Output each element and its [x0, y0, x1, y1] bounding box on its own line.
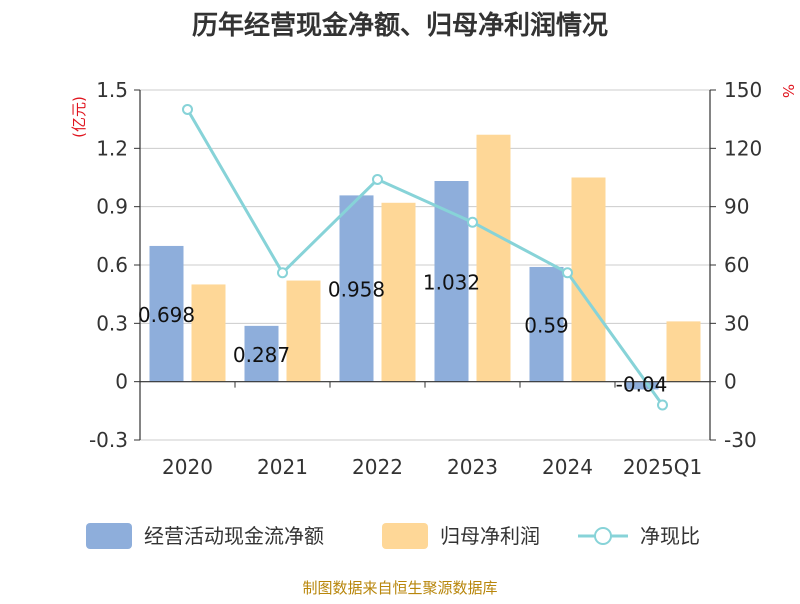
left-tick-label: 1.2 [96, 136, 128, 160]
x-tick-label: 2022 [352, 455, 403, 479]
bars [149, 134, 701, 390]
legend-swatch-profit [382, 523, 428, 549]
cashflow-value-label: 0.698 [138, 303, 195, 327]
left-tick-label: 0.3 [96, 311, 128, 335]
legend: 经营活动现金流净额 归母净利润 净现比 [86, 523, 700, 549]
left-tick-label: 0 [115, 370, 128, 394]
legend-label-ratio: 净现比 [640, 524, 700, 548]
cashflow-bar [529, 266, 564, 382]
right-tick-label: 0 [724, 370, 737, 394]
left-axis-unit: (亿元) [70, 96, 88, 138]
chart-title: 历年经营现金净额、归母净利润情况 [192, 10, 608, 41]
cashflow-bar [624, 381, 659, 390]
cashflow-bar [339, 195, 374, 382]
cashflow-value-label: -0.04 [616, 373, 668, 397]
right-tick-label: 30 [724, 311, 749, 335]
cashflow-value-label: 0.958 [328, 278, 385, 302]
right-tick-label: 150 [724, 78, 762, 102]
cashflow-bar [434, 181, 469, 382]
ratio-point [372, 173, 383, 185]
ratio-line [182, 103, 668, 411]
left-tick-label: 0.6 [96, 253, 128, 277]
cashflow-bar [244, 325, 279, 382]
cashflow-bar [149, 245, 184, 382]
ratio-point [277, 267, 288, 279]
right-tick-label: -30 [724, 428, 757, 452]
x-tick-label: 2025Q1 [623, 455, 702, 479]
net-profit-bar [191, 284, 226, 382]
ratio-point [467, 216, 478, 228]
cashflow-value-label: 1.032 [423, 270, 480, 294]
net-profit-bar [476, 134, 511, 382]
net-profit-bar [286, 280, 321, 382]
right-axis-unit: % [779, 84, 797, 98]
legend-label-cashflow: 经营活动现金流净额 [144, 524, 324, 548]
ratio-polyline [186, 108, 664, 406]
ratio-point [182, 103, 193, 115]
net-profit-bar [666, 321, 701, 382]
ratio-point [562, 267, 573, 279]
left-tick-label: -0.3 [89, 428, 128, 452]
x-tick-label: 2024 [542, 455, 593, 479]
x-tick-label: 2023 [447, 455, 498, 479]
cashflow-value-label: 0.287 [233, 343, 290, 367]
x-tick-label: 2021 [257, 455, 308, 479]
right-tick-label: 120 [724, 136, 762, 160]
net-profit-bar [571, 177, 606, 382]
cashflow-value-label: 0.59 [524, 313, 569, 337]
right-tick-label: 60 [724, 253, 749, 277]
source-note: 制图数据来自恒生聚源数据库 [302, 579, 497, 597]
left-tick-label: 0.9 [96, 195, 128, 219]
ratio-point [657, 399, 668, 411]
legend-label-profit: 归母净利润 [440, 524, 540, 548]
legend-swatch-ratio-point [594, 527, 612, 545]
bar-labels: 0.698 0.287 0.958 1.032 0.59 -0.04 [138, 270, 668, 396]
net-profit-bar [381, 202, 416, 382]
x-tick-label: 2020 [162, 455, 213, 479]
axes: 1.5 1.2 0.9 0.6 0.3 0 -0.3 150 120 90 60 30 0 -30 2020… [89, 78, 762, 479]
legend-swatch-cashflow [86, 523, 132, 549]
left-tick-label: 1.5 [96, 78, 128, 102]
right-tick-label: 90 [724, 195, 749, 219]
